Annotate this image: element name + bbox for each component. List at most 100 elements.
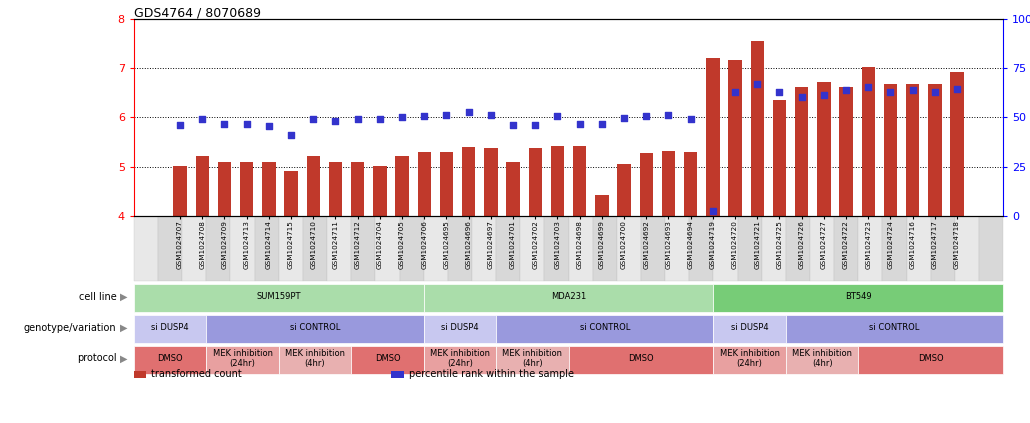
Point <box>749 80 765 87</box>
Bar <box>196 156 209 216</box>
Bar <box>928 84 941 216</box>
Point <box>616 115 632 122</box>
Bar <box>440 152 453 216</box>
Point <box>638 113 654 120</box>
Bar <box>507 162 520 216</box>
Bar <box>351 162 365 216</box>
Point <box>793 93 810 100</box>
Bar <box>329 162 342 216</box>
Point <box>572 121 588 127</box>
Bar <box>573 146 586 216</box>
Bar <box>173 165 186 216</box>
Bar <box>839 87 853 216</box>
Point <box>483 112 500 118</box>
Point <box>904 87 921 94</box>
Bar <box>484 148 497 216</box>
Text: MEK inhibition
(4hr): MEK inhibition (4hr) <box>792 349 852 368</box>
Bar <box>861 67 874 216</box>
Text: si CONTROL: si CONTROL <box>869 323 920 332</box>
Bar <box>462 147 475 216</box>
Point <box>593 121 610 127</box>
Text: MEK inhibition
(24hr): MEK inhibition (24hr) <box>430 349 490 368</box>
Bar <box>772 100 786 216</box>
Bar <box>373 165 386 216</box>
Text: si DUSP4: si DUSP4 <box>731 323 768 332</box>
Text: si DUSP4: si DUSP4 <box>441 323 479 332</box>
Bar <box>595 195 609 216</box>
Point <box>416 113 433 120</box>
Text: DMSO: DMSO <box>375 354 401 363</box>
Point <box>194 115 210 122</box>
Point <box>460 109 477 116</box>
Text: cell line: cell line <box>78 292 116 302</box>
Bar <box>617 164 630 216</box>
Point <box>328 118 344 124</box>
Bar <box>951 72 964 216</box>
Text: si DUSP4: si DUSP4 <box>151 323 188 332</box>
Point <box>238 121 254 128</box>
Bar <box>551 146 564 216</box>
Bar <box>217 162 231 216</box>
Text: ▶: ▶ <box>119 292 127 302</box>
Text: si CONTROL: si CONTROL <box>289 323 340 332</box>
Text: DMSO: DMSO <box>918 354 943 363</box>
Point <box>283 131 300 138</box>
Text: MEK inhibition
(4hr): MEK inhibition (4hr) <box>285 349 345 368</box>
Bar <box>396 156 409 216</box>
Point <box>727 88 744 95</box>
Point <box>660 112 677 118</box>
Point <box>393 114 410 121</box>
Point <box>261 122 277 129</box>
Bar <box>817 82 830 216</box>
Point <box>949 85 965 92</box>
Text: BT549: BT549 <box>845 292 871 301</box>
Point <box>505 122 521 129</box>
Point <box>349 115 366 122</box>
Point <box>816 92 832 99</box>
Bar <box>751 41 764 216</box>
Bar <box>707 58 720 216</box>
Text: GDS4764 / 8070689: GDS4764 / 8070689 <box>134 6 261 19</box>
Text: MEK inhibition
(4hr): MEK inhibition (4hr) <box>503 349 562 368</box>
Text: percentile rank within the sample: percentile rank within the sample <box>409 369 574 379</box>
Text: genotype/variation: genotype/variation <box>24 323 116 332</box>
Bar <box>684 152 697 216</box>
Bar <box>728 60 742 216</box>
Bar <box>528 148 542 216</box>
Text: SUM159PT: SUM159PT <box>256 292 301 301</box>
Bar <box>307 156 320 216</box>
Text: MDA231: MDA231 <box>551 292 586 301</box>
Point <box>927 88 943 95</box>
Text: DMSO: DMSO <box>628 354 654 363</box>
Bar <box>240 162 253 216</box>
Text: ▶: ▶ <box>119 354 127 363</box>
Text: ▶: ▶ <box>119 323 127 332</box>
Bar <box>795 87 809 216</box>
Text: transformed count: transformed count <box>151 369 242 379</box>
Point <box>837 87 854 94</box>
Point <box>527 122 544 129</box>
Bar <box>417 152 431 216</box>
Text: MEK inhibition
(24hr): MEK inhibition (24hr) <box>720 349 780 368</box>
Point <box>683 115 699 122</box>
Bar <box>263 162 276 216</box>
Text: protocol: protocol <box>77 354 116 363</box>
Point <box>372 115 388 122</box>
Point <box>216 121 233 128</box>
Point <box>305 115 321 122</box>
Bar <box>906 84 920 216</box>
Bar <box>662 151 675 216</box>
Point <box>705 207 721 214</box>
Bar <box>884 84 897 216</box>
Point <box>438 112 454 118</box>
Point <box>883 88 899 95</box>
Text: DMSO: DMSO <box>158 354 183 363</box>
Point <box>172 121 188 128</box>
Point <box>549 113 565 120</box>
Text: si CONTROL: si CONTROL <box>580 323 630 332</box>
Point <box>860 83 877 90</box>
Text: MEK inhibition
(24hr): MEK inhibition (24hr) <box>212 349 273 368</box>
Point <box>771 88 788 95</box>
Bar <box>284 171 298 216</box>
Bar <box>640 153 653 216</box>
